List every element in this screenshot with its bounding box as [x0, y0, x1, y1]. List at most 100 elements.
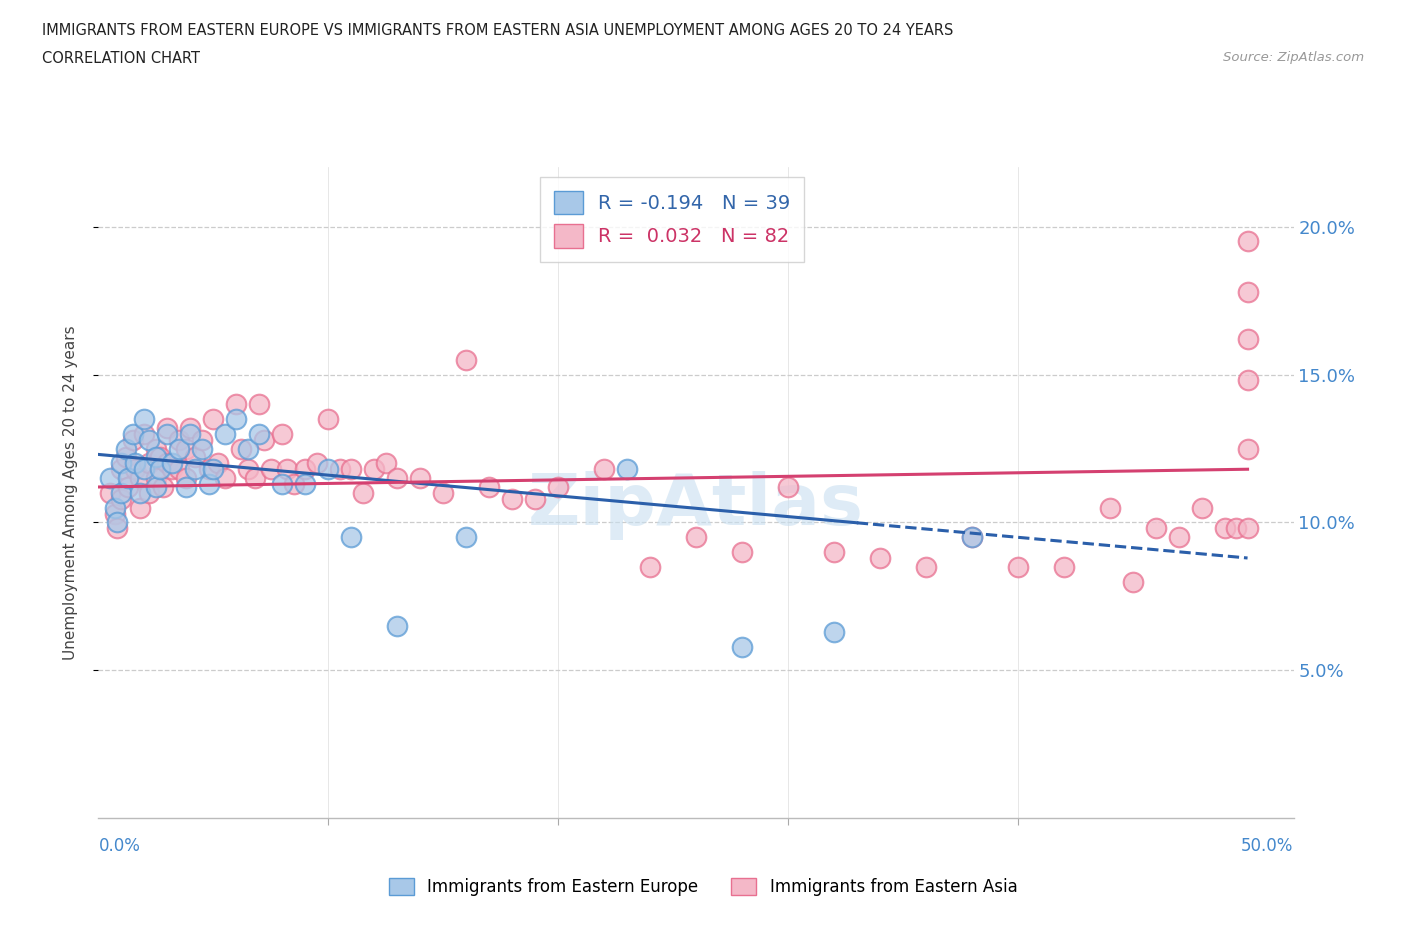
Point — [1236, 373, 1258, 388]
Text: IMMIGRANTS FROM EASTERN EUROPE VS IMMIGRANTS FROM EASTERN ASIA UNEMPLOYMENT AMON: IMMIGRANTS FROM EASTERN EUROPE VS IMMIGR… — [42, 23, 953, 38]
Point — [191, 441, 214, 456]
Text: CORRELATION CHART: CORRELATION CHART — [42, 51, 200, 66]
Point — [167, 432, 190, 447]
Legend: Immigrants from Eastern Europe, Immigrants from Eastern Asia: Immigrants from Eastern Europe, Immigran… — [382, 871, 1024, 903]
Point — [305, 456, 328, 471]
Point — [145, 441, 167, 456]
Point — [152, 480, 174, 495]
Point — [1225, 521, 1247, 536]
Point — [478, 480, 501, 495]
Point — [98, 471, 121, 485]
Point — [156, 426, 179, 441]
Point — [167, 462, 190, 477]
Point — [1236, 285, 1258, 299]
Point — [260, 462, 283, 477]
Point — [115, 450, 138, 465]
Point — [283, 476, 305, 491]
Point — [174, 441, 197, 456]
Point — [501, 491, 523, 506]
Point — [197, 462, 219, 477]
Point — [145, 480, 167, 495]
Point — [1122, 574, 1144, 589]
Point — [1007, 560, 1029, 575]
Point — [160, 462, 183, 477]
Legend: R = -0.194   N = 39, R =  0.032   N = 82: R = -0.194 N = 39, R = 0.032 N = 82 — [540, 177, 804, 261]
Point — [236, 462, 259, 477]
Point — [253, 432, 276, 447]
Point — [271, 426, 294, 441]
Point — [138, 432, 160, 447]
Point — [316, 462, 339, 477]
Point — [385, 471, 409, 485]
Point — [197, 476, 219, 491]
Point — [776, 480, 799, 495]
Point — [156, 456, 179, 471]
Point — [385, 618, 409, 633]
Point — [202, 462, 225, 477]
Point — [1191, 500, 1213, 515]
Point — [117, 480, 139, 495]
Point — [271, 476, 294, 491]
Point — [122, 432, 145, 447]
Point — [207, 456, 229, 471]
Point — [174, 471, 197, 485]
Point — [124, 462, 146, 477]
Point — [134, 462, 156, 477]
Point — [149, 462, 172, 477]
Point — [247, 426, 270, 441]
Point — [110, 491, 132, 506]
Point — [128, 471, 150, 485]
Point — [316, 411, 339, 426]
Point — [128, 500, 150, 515]
Point — [134, 411, 156, 426]
Point — [1213, 521, 1236, 536]
Point — [1236, 332, 1258, 347]
Point — [456, 530, 478, 545]
Point — [124, 456, 146, 471]
Point — [138, 485, 160, 500]
Point — [731, 639, 754, 654]
Point — [105, 521, 128, 536]
Point — [363, 462, 385, 477]
Point — [103, 500, 125, 515]
Point — [731, 545, 754, 560]
Point — [294, 462, 316, 477]
Point — [524, 491, 547, 506]
Point — [191, 432, 214, 447]
Point — [184, 462, 207, 477]
Point — [160, 456, 183, 471]
Point — [432, 485, 454, 500]
Point — [1236, 234, 1258, 249]
Text: 0.0%: 0.0% — [98, 837, 141, 855]
Point — [616, 462, 638, 477]
Point — [110, 462, 132, 477]
Point — [229, 441, 252, 456]
Point — [638, 560, 661, 575]
Point — [236, 441, 259, 456]
Point — [1053, 560, 1076, 575]
Point — [214, 471, 236, 485]
Point — [179, 426, 201, 441]
Point — [110, 456, 132, 471]
Point — [110, 485, 132, 500]
Point — [352, 485, 374, 500]
Point — [960, 530, 983, 545]
Point — [340, 462, 363, 477]
Point — [103, 506, 125, 521]
Point — [122, 426, 145, 441]
Point — [225, 411, 247, 426]
Point — [243, 471, 266, 485]
Text: 50.0%: 50.0% — [1241, 837, 1294, 855]
Point — [1236, 441, 1258, 456]
Point — [823, 545, 845, 560]
Point — [202, 411, 225, 426]
Point — [145, 471, 167, 485]
Point — [156, 420, 179, 435]
Point — [329, 462, 352, 477]
Point — [149, 450, 172, 465]
Point — [456, 352, 478, 367]
Point — [225, 397, 247, 412]
Point — [98, 485, 121, 500]
Point — [117, 471, 139, 485]
Text: ZipAtlas: ZipAtlas — [529, 472, 863, 540]
